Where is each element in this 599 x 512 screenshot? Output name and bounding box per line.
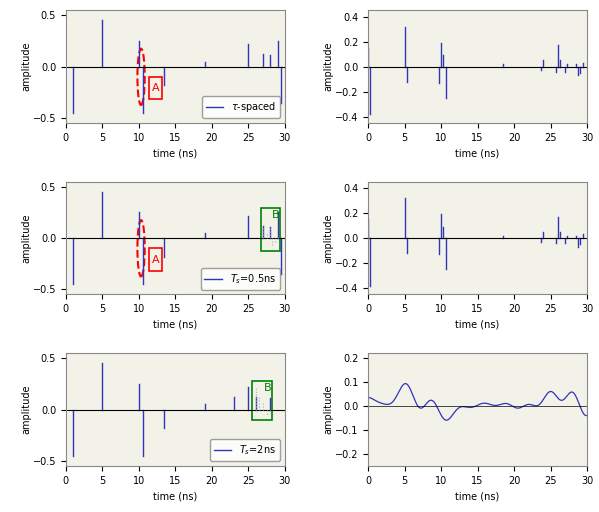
- X-axis label: time (ns): time (ns): [153, 320, 198, 330]
- Text: A: A: [152, 83, 159, 93]
- Text: B: B: [272, 210, 280, 220]
- Legend: $\tau$-spaced: $\tau$-spaced: [202, 96, 280, 118]
- Y-axis label: amplitude: amplitude: [323, 385, 334, 434]
- X-axis label: time (ns): time (ns): [455, 491, 500, 501]
- Y-axis label: amplitude: amplitude: [22, 214, 31, 263]
- Y-axis label: amplitude: amplitude: [22, 385, 31, 434]
- X-axis label: time (ns): time (ns): [153, 491, 198, 501]
- X-axis label: time (ns): time (ns): [455, 148, 500, 158]
- X-axis label: time (ns): time (ns): [153, 148, 198, 158]
- Y-axis label: amplitude: amplitude: [22, 42, 31, 91]
- Bar: [252, 381, 273, 420]
- Legend: $T_s$=2ns: $T_s$=2ns: [210, 439, 280, 461]
- Bar: [149, 248, 162, 271]
- Legend: $T_s$=0.5ns: $T_s$=0.5ns: [201, 268, 280, 290]
- Bar: [149, 77, 162, 99]
- Text: B: B: [264, 383, 272, 393]
- Y-axis label: amplitude: amplitude: [323, 42, 334, 91]
- Text: A: A: [152, 254, 159, 265]
- X-axis label: time (ns): time (ns): [455, 320, 500, 330]
- Y-axis label: amplitude: amplitude: [323, 214, 334, 263]
- Bar: [262, 208, 280, 251]
